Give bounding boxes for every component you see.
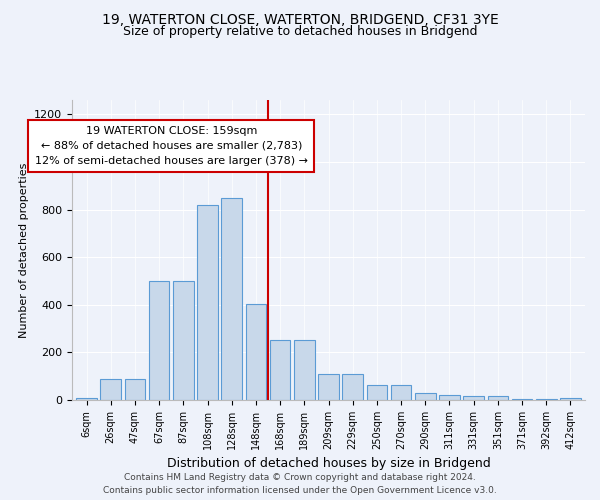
Bar <box>197 205 218 400</box>
X-axis label: Distribution of detached houses by size in Bridgend: Distribution of detached houses by size … <box>167 458 490 470</box>
Bar <box>488 396 508 400</box>
Bar <box>245 304 266 400</box>
Text: 19 WATERTON CLOSE: 159sqm
← 88% of detached houses are smaller (2,783)
12% of se: 19 WATERTON CLOSE: 159sqm ← 88% of detac… <box>35 126 308 166</box>
Bar <box>294 340 314 400</box>
Bar <box>463 396 484 400</box>
Bar <box>318 374 339 400</box>
Bar <box>125 378 145 400</box>
Bar <box>367 384 387 400</box>
Bar <box>149 281 169 400</box>
Bar <box>536 399 557 400</box>
Bar <box>512 399 532 400</box>
Bar <box>560 398 581 400</box>
Bar <box>173 281 194 400</box>
Bar <box>100 378 121 400</box>
Bar <box>76 398 97 400</box>
Bar <box>439 395 460 400</box>
Y-axis label: Number of detached properties: Number of detached properties <box>19 162 29 338</box>
Bar <box>221 198 242 400</box>
Bar <box>343 374 363 400</box>
Bar <box>391 384 412 400</box>
Text: Size of property relative to detached houses in Bridgend: Size of property relative to detached ho… <box>123 25 477 38</box>
Bar <box>270 340 290 400</box>
Text: Contains HM Land Registry data © Crown copyright and database right 2024.
Contai: Contains HM Land Registry data © Crown c… <box>103 474 497 495</box>
Bar <box>415 393 436 400</box>
Text: 19, WATERTON CLOSE, WATERTON, BRIDGEND, CF31 3YE: 19, WATERTON CLOSE, WATERTON, BRIDGEND, … <box>101 12 499 26</box>
